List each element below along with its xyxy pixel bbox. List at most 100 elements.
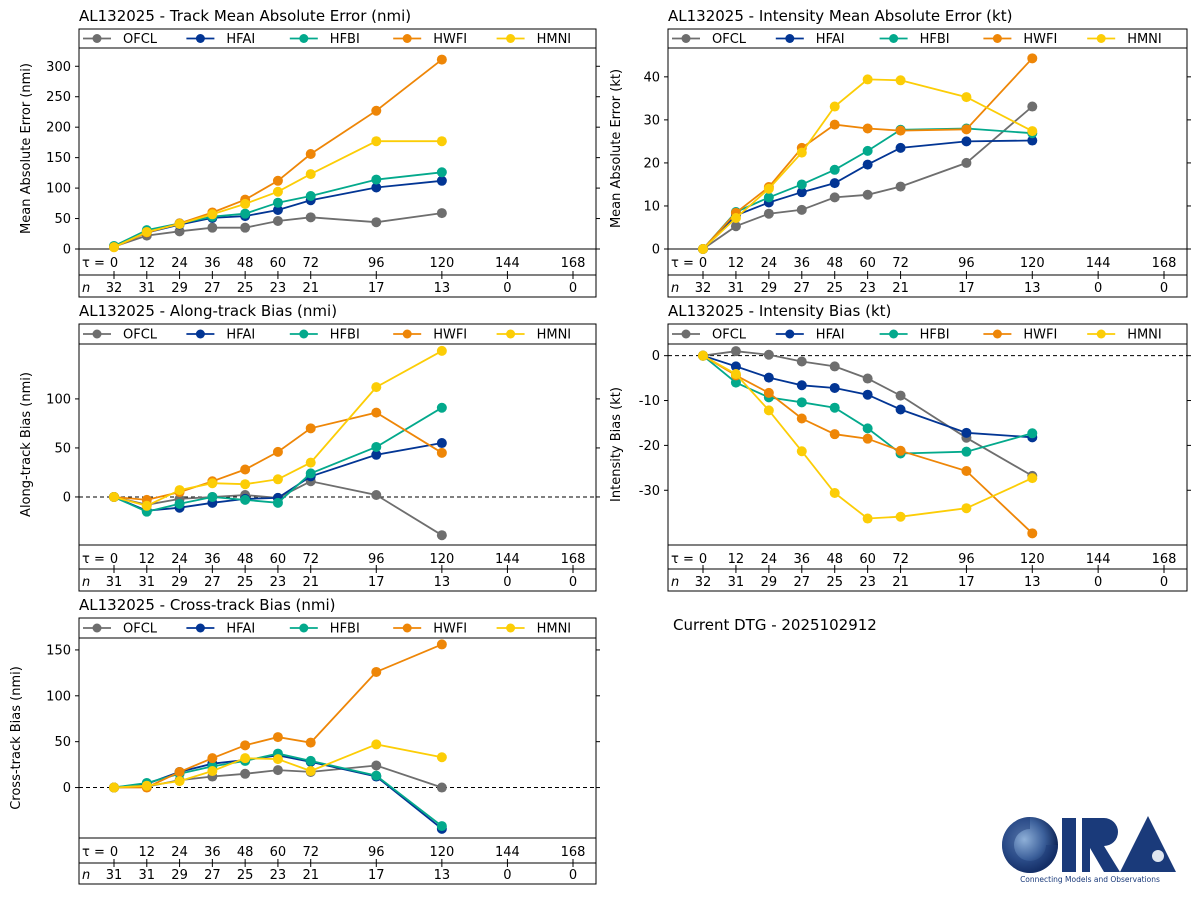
axes-frame: [667, 323, 1188, 592]
x-tick-label: 120: [429, 845, 454, 860]
data-point: [1027, 528, 1038, 539]
data-point: [436, 167, 447, 178]
data-point: [796, 187, 807, 198]
data-point: [371, 136, 382, 147]
n-count-label: 29: [171, 281, 188, 296]
data-point: [207, 766, 218, 777]
legend-item-hfbi: HFBI: [879, 328, 950, 343]
y-tick-label: -30: [639, 484, 660, 499]
chart-title: AL132025 - Intensity Mean Absolute Error…: [668, 7, 1012, 25]
legend-label: HWFI: [433, 32, 467, 47]
y-tick-label: 0: [63, 243, 71, 258]
n-count-label: 0: [503, 868, 511, 883]
data-point: [109, 782, 119, 793]
y-tick-label: 40: [643, 70, 660, 85]
n-count-label: 17: [958, 575, 975, 590]
data-point: [305, 169, 316, 180]
data-point: [207, 491, 218, 502]
data-point: [796, 147, 807, 158]
n-count-label: 27: [204, 868, 221, 883]
legend-item-hfai: HFAI: [775, 328, 845, 343]
data-point: [436, 782, 447, 793]
data-point: [961, 427, 972, 438]
data-point: [862, 513, 873, 524]
legend-marker: [195, 34, 205, 43]
data-point: [174, 219, 185, 230]
y-tick-label: 250: [46, 90, 71, 105]
x-tick-label: 72: [892, 256, 909, 271]
legend-label: HFBI: [920, 328, 950, 343]
n-count-label: 23: [270, 575, 287, 590]
data-point: [862, 145, 873, 156]
n-count-label: 0: [1094, 575, 1102, 590]
chart-title: AL132025 - Along-track Bias (nmi): [79, 302, 337, 320]
n-count-label: 0: [1160, 575, 1168, 590]
data-point: [371, 770, 382, 781]
x-tick-label: 60: [270, 256, 287, 271]
legend-item-ofcl: OFCL: [83, 328, 158, 343]
n-count-label: 25: [237, 281, 254, 296]
data-point: [371, 441, 382, 452]
legend-marker: [785, 34, 795, 43]
current-dtg-label: Current DTG - 2025102912: [673, 616, 877, 634]
data-point: [730, 361, 741, 372]
series-ofcl: [698, 346, 1038, 481]
n-count-label: 13: [1024, 575, 1041, 590]
n-count-label: 31: [106, 868, 123, 883]
data-point: [174, 766, 185, 777]
legend-label: HFBI: [330, 328, 360, 343]
data-point: [272, 446, 283, 457]
legend-label: HWFI: [433, 328, 467, 343]
data-point: [961, 157, 972, 168]
x-tick-label: 12: [728, 256, 745, 271]
data-point: [371, 174, 382, 185]
legend-label: HMNI: [537, 622, 572, 637]
y-tick-label: 50: [54, 441, 71, 456]
n-count-label: 23: [859, 281, 876, 296]
data-point: [698, 350, 708, 361]
data-point: [1027, 126, 1038, 137]
n-count-label: 17: [368, 868, 385, 883]
n-count-label: 21: [302, 281, 319, 296]
y-tick-label: 10: [643, 199, 660, 214]
y-tick-label: 100: [46, 392, 71, 407]
x-tick-label: 96: [958, 552, 975, 567]
data-point: [829, 429, 840, 440]
legend-marker: [92, 623, 102, 633]
data-point: [895, 142, 906, 153]
x-tick-label: 120: [1020, 256, 1045, 271]
legend-item-hwfi: HWFI: [393, 32, 467, 47]
legend-item-hfai: HFAI: [186, 32, 255, 47]
data-point: [829, 402, 840, 413]
legend-marker: [992, 329, 1002, 339]
x-tick-label: 48: [237, 256, 254, 271]
x-tick-label: 0: [699, 552, 707, 567]
legend-label: HFBI: [330, 622, 360, 637]
data-point: [763, 183, 774, 194]
data-point: [1027, 53, 1038, 64]
data-point: [240, 222, 251, 233]
n-count-label: 0: [1160, 281, 1168, 296]
n-count-label: 13: [434, 575, 451, 590]
legend-marker: [506, 34, 516, 43]
data-point: [305, 148, 316, 159]
data-point: [763, 405, 774, 416]
cira-logo: Connecting Models and Observations: [1000, 810, 1180, 885]
n-count-label: 0: [569, 575, 577, 590]
series-hmni: [109, 739, 447, 793]
legend-marker: [681, 34, 691, 43]
x-tick-label: 144: [1086, 552, 1111, 567]
data-point: [436, 639, 447, 650]
legend-label: HFAI: [226, 328, 255, 343]
data-point: [436, 175, 447, 186]
legend-marker: [402, 623, 412, 633]
legend-marker: [402, 329, 412, 339]
data-point: [895, 181, 906, 192]
data-point: [109, 491, 119, 502]
legend-marker: [195, 329, 205, 339]
data-point: [1027, 101, 1038, 112]
y-tick-label: -20: [639, 439, 660, 454]
series-line: [702, 350, 1033, 477]
data-point: [961, 465, 972, 476]
